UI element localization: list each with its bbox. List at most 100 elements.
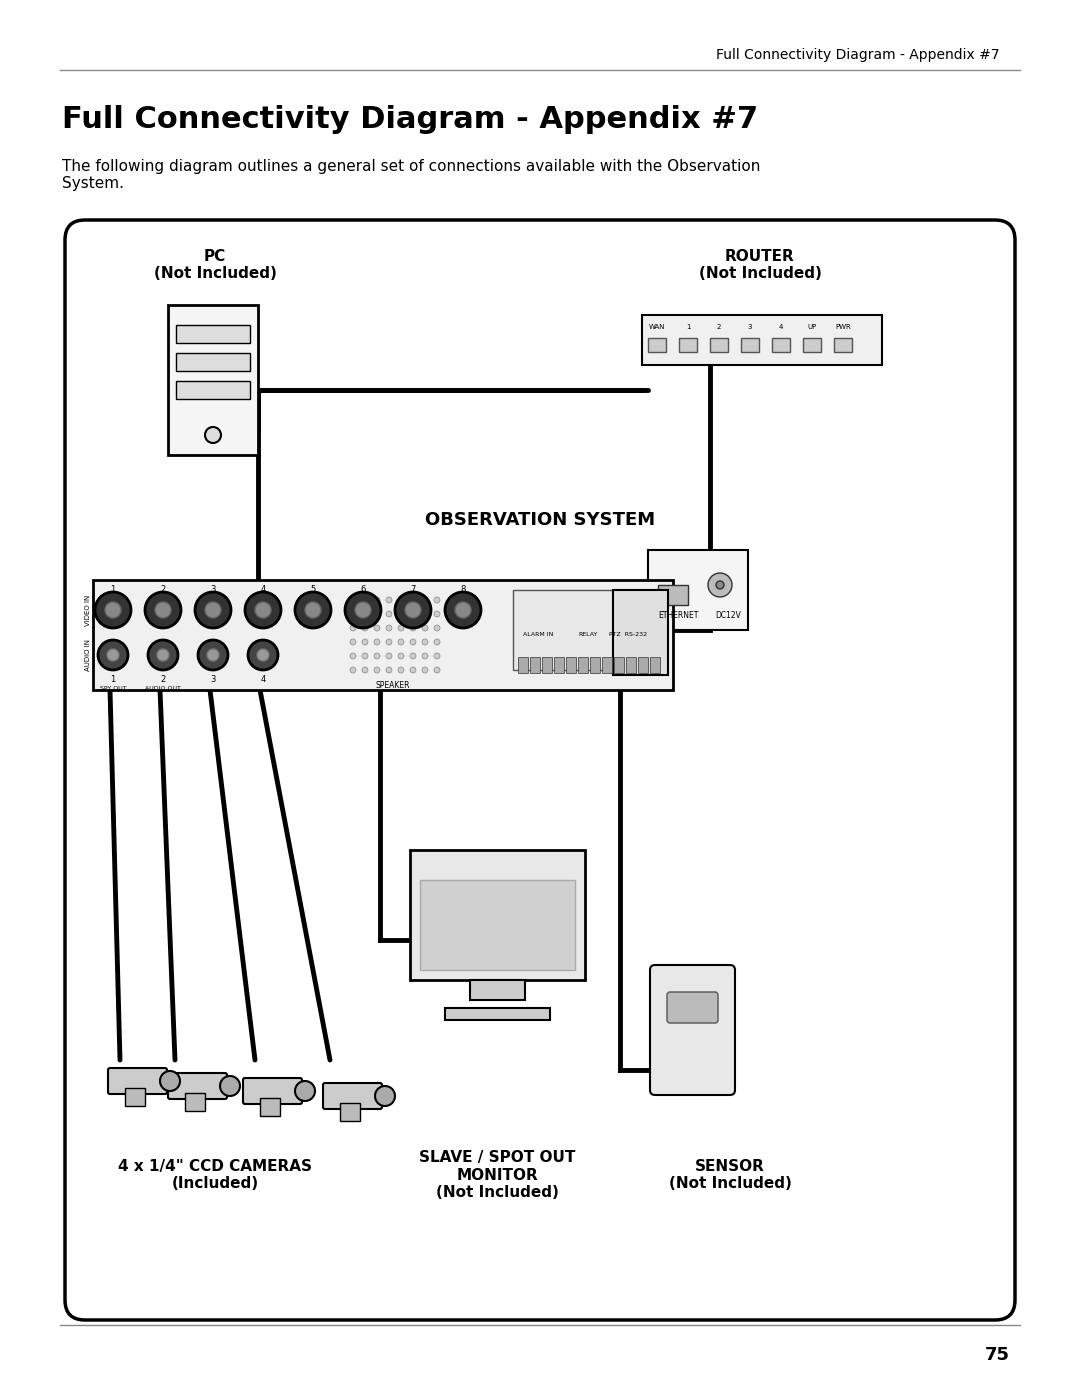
Circle shape (205, 602, 221, 617)
Text: 3: 3 (747, 324, 753, 330)
Circle shape (422, 597, 428, 604)
Circle shape (374, 624, 380, 631)
Text: 2: 2 (160, 585, 165, 595)
Circle shape (350, 597, 356, 604)
Text: 8: 8 (460, 585, 465, 595)
Circle shape (350, 652, 356, 659)
Text: OBSERVATION SYSTEM: OBSERVATION SYSTEM (424, 511, 656, 529)
Circle shape (399, 652, 404, 659)
Circle shape (257, 650, 269, 661)
Circle shape (422, 666, 428, 673)
Text: 1: 1 (686, 324, 690, 330)
Bar (125, 1088, 145, 1106)
Circle shape (422, 638, 428, 645)
Bar (260, 1098, 280, 1116)
Bar (530, 657, 540, 673)
Circle shape (350, 624, 356, 631)
Bar (176, 381, 249, 400)
Text: ETHERNET: ETHERNET (658, 610, 698, 619)
Bar (590, 657, 600, 673)
FancyBboxPatch shape (168, 1073, 227, 1099)
Circle shape (410, 638, 416, 645)
Circle shape (399, 597, 404, 604)
Text: 2: 2 (717, 324, 721, 330)
Bar (410, 849, 585, 981)
Bar (648, 550, 748, 630)
Circle shape (374, 638, 380, 645)
Circle shape (410, 624, 416, 631)
Circle shape (374, 597, 380, 604)
Circle shape (148, 640, 178, 671)
Circle shape (386, 597, 392, 604)
Text: ALARM IN: ALARM IN (523, 633, 553, 637)
Text: 3: 3 (211, 585, 216, 595)
Text: 1: 1 (110, 676, 116, 685)
Bar (93, 580, 673, 690)
Circle shape (399, 666, 404, 673)
Circle shape (145, 592, 181, 629)
Circle shape (362, 597, 368, 604)
Circle shape (255, 602, 271, 617)
Text: UP: UP (808, 324, 816, 330)
Circle shape (422, 610, 428, 617)
Text: 1: 1 (110, 585, 116, 595)
Bar (679, 338, 697, 352)
Text: 7: 7 (410, 585, 416, 595)
Circle shape (345, 592, 381, 629)
Bar (566, 657, 576, 673)
Bar (642, 314, 882, 365)
Text: 2: 2 (160, 676, 165, 685)
FancyBboxPatch shape (650, 965, 735, 1095)
Circle shape (95, 592, 131, 629)
Circle shape (434, 624, 440, 631)
Text: Full Connectivity Diagram - Appendix #7: Full Connectivity Diagram - Appendix #7 (62, 106, 758, 134)
Circle shape (98, 640, 129, 671)
Circle shape (107, 650, 119, 661)
FancyBboxPatch shape (243, 1078, 302, 1104)
Circle shape (434, 610, 440, 617)
Circle shape (405, 602, 421, 617)
Bar (168, 305, 258, 455)
FancyBboxPatch shape (667, 992, 718, 1023)
Text: PC
(Not Included): PC (Not Included) (153, 249, 276, 281)
Bar (518, 657, 528, 673)
Circle shape (160, 1071, 180, 1091)
Circle shape (374, 666, 380, 673)
Text: SPEAKER: SPEAKER (376, 680, 410, 690)
Circle shape (355, 602, 372, 617)
Circle shape (410, 597, 416, 604)
Text: AUDIO IN: AUDIO IN (85, 638, 91, 671)
Circle shape (395, 592, 431, 629)
Circle shape (195, 592, 231, 629)
Bar (638, 657, 648, 673)
Circle shape (399, 610, 404, 617)
Bar (176, 326, 249, 344)
Circle shape (410, 666, 416, 673)
Bar (185, 1092, 205, 1111)
Circle shape (455, 602, 471, 617)
Circle shape (198, 640, 228, 671)
Circle shape (708, 573, 732, 597)
Bar (741, 338, 759, 352)
Circle shape (422, 624, 428, 631)
Text: 4 x 1/4" CCD CAMERAS
(Included): 4 x 1/4" CCD CAMERAS (Included) (118, 1158, 312, 1192)
Circle shape (350, 610, 356, 617)
Circle shape (399, 624, 404, 631)
Circle shape (305, 602, 321, 617)
Text: VIDEO IN: VIDEO IN (85, 594, 91, 626)
Bar (834, 338, 852, 352)
Text: WAN: WAN (649, 324, 665, 330)
FancyBboxPatch shape (108, 1067, 167, 1094)
Circle shape (386, 666, 392, 673)
Circle shape (350, 638, 356, 645)
Circle shape (434, 666, 440, 673)
Text: SPY OUT: SPY OUT (99, 686, 126, 690)
Circle shape (362, 652, 368, 659)
Bar (648, 338, 666, 352)
Circle shape (374, 652, 380, 659)
Bar (615, 657, 624, 673)
Bar (626, 657, 636, 673)
Circle shape (410, 652, 416, 659)
Circle shape (295, 1081, 315, 1101)
Circle shape (386, 610, 392, 617)
